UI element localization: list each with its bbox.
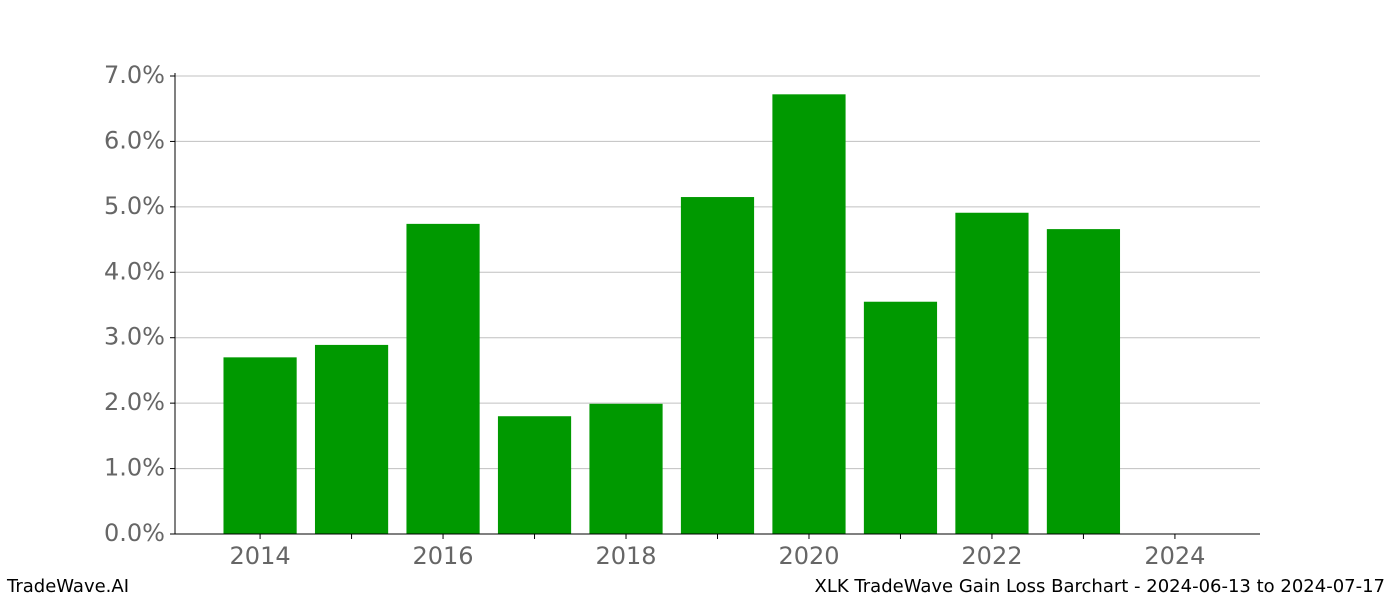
bar <box>223 357 297 534</box>
x-tick-label: 2016 <box>413 542 474 570</box>
y-tick-label: 1.0% <box>104 454 165 482</box>
y-tick-label: 4.0% <box>104 257 165 285</box>
bar <box>497 416 572 534</box>
y-tick-label: 2.0% <box>104 388 165 416</box>
watermark: TradeWave.AI <box>6 576 129 597</box>
bar <box>863 301 938 534</box>
y-tick-label: 0.0% <box>104 519 165 547</box>
bar <box>955 212 1029 534</box>
bar <box>589 403 663 534</box>
y-tick-label: 3.0% <box>104 323 165 351</box>
bar <box>314 344 389 534</box>
y-tick-label: 6.0% <box>104 126 165 154</box>
x-tick-label: 2020 <box>778 542 839 570</box>
chart-title: XLK TradeWave Gain Loss Barchart - 2024-… <box>815 576 1385 597</box>
x-tick-label: 2022 <box>961 542 1022 570</box>
bar <box>772 94 846 534</box>
y-tick-label: 7.0% <box>104 61 165 89</box>
bar <box>406 223 480 534</box>
x-tick-label: 2024 <box>1144 542 1205 570</box>
x-tick-label: 2014 <box>230 542 291 570</box>
y-tick-label: 5.0% <box>104 192 165 220</box>
bar <box>680 197 755 535</box>
bar <box>1046 229 1121 535</box>
x-tick-label: 2018 <box>595 542 656 570</box>
